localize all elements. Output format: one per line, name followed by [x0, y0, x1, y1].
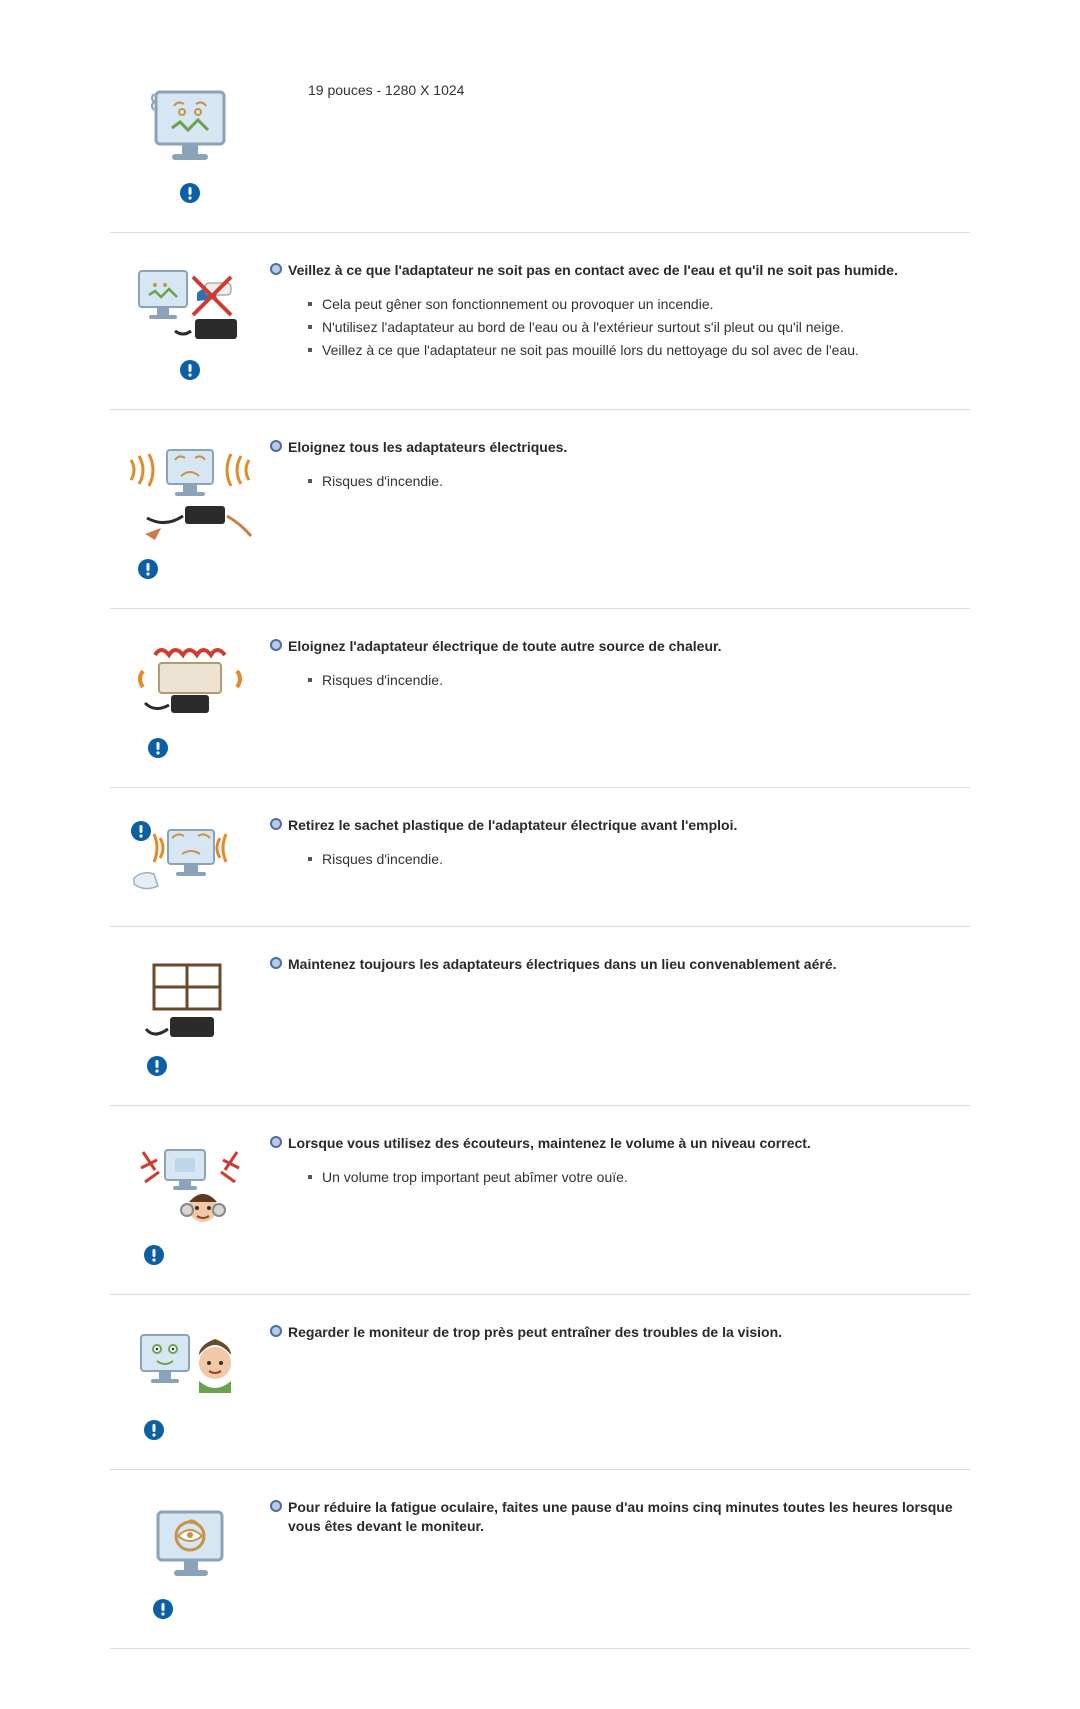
caution-badge-icon [137, 558, 159, 580]
text-col: Eloignez l'adaptateur électrique de tout… [270, 637, 970, 693]
heading-text: Eloignez tous les adaptateurs électrique… [288, 438, 970, 457]
bullet-list: Risques d'incendie. [308, 670, 970, 691]
illustration-col [110, 637, 270, 759]
heading-bullet-icon [270, 1498, 288, 1512]
heading: Retirez le sachet plastique de l'adaptat… [270, 816, 970, 835]
adapters-apart-icon [125, 442, 255, 580]
instruction-block: Regarder le moniteur de trop près peut e… [110, 1295, 970, 1470]
adapter-no-water-icon [135, 265, 245, 381]
illustration-col [110, 816, 270, 898]
safety-instructions-page: 19 pouces - 1280 X 1024 [110, 0, 970, 1709]
illustration-col [110, 438, 270, 580]
illustration-col [110, 1134, 270, 1266]
heading: Lorsque vous utilisez des écouteurs, mai… [270, 1134, 970, 1153]
text-col: Lorsque vous utilisez des écouteurs, mai… [270, 1134, 970, 1190]
illustration-col [110, 261, 270, 381]
bullet-item: Risques d'incendie. [308, 670, 970, 691]
heading-bullet-icon [270, 816, 288, 830]
headphones-volume-icon [135, 1138, 245, 1266]
heading-bullet-icon [270, 438, 288, 452]
heading: Regarder le moniteur de trop près peut e… [270, 1323, 970, 1342]
text-col: Retirez le sachet plastique de l'adaptat… [270, 816, 970, 872]
heading-bullet-icon [270, 1134, 288, 1148]
heading-bullet-icon [270, 261, 288, 275]
bullet-item: N'utilisez l'adaptateur au bord de l'eau… [308, 317, 970, 338]
bullet-item: Cela peut gêner son fonctionnement ou pr… [308, 294, 970, 315]
text-col: Maintenez toujours les adaptateurs élect… [270, 955, 970, 988]
illustration-col [110, 955, 270, 1077]
heading-text: Retirez le sachet plastique de l'adaptat… [288, 816, 970, 835]
instruction-block: Veillez à ce que l'adaptateur ne soit pa… [110, 233, 970, 410]
heading-text: Pour réduire la fatigue oculaire, faites… [288, 1498, 970, 1536]
instruction-block: Pour réduire la fatigue oculaire, faites… [110, 1470, 970, 1649]
bullet-item: Risques d'incendie. [308, 471, 970, 492]
text-col: Eloignez tous les adaptateurs électrique… [270, 438, 970, 494]
heading-bullet-icon [270, 637, 288, 651]
heading-text: Veillez à ce que l'adaptateur ne soit pa… [288, 261, 970, 280]
text-col: Veillez à ce que l'adaptateur ne soit pa… [270, 261, 970, 363]
text-col: Pour réduire la fatigue oculaire, faites… [270, 1498, 970, 1550]
caution-badge-icon [179, 359, 201, 381]
bullet-list: Cela peut gêner son fonctionnement ou pr… [308, 294, 970, 361]
illustration-col [110, 1498, 270, 1620]
heading-text: Lorsque vous utilisez des écouteurs, mai… [288, 1134, 970, 1153]
caution-badge-icon [146, 1055, 168, 1077]
eye-rest-break-icon [144, 1502, 236, 1620]
instruction-block: 19 pouces - 1280 X 1024 [110, 30, 970, 233]
instruction-block: Eloignez l'adaptateur électrique de tout… [110, 609, 970, 788]
body-text: 19 pouces - 1280 X 1024 [308, 80, 970, 101]
heading-text: Eloignez l'adaptateur électrique de tout… [288, 637, 970, 656]
adapter-heat-icon [135, 641, 245, 759]
caution-badge-icon [179, 182, 201, 204]
bullet-list: Risques d'incendie. [308, 849, 970, 870]
remove-plastic-bag-icon [130, 820, 250, 898]
instruction-block: Retirez le sachet plastique de l'adaptat… [110, 788, 970, 927]
heading: Eloignez l'adaptateur électrique de tout… [270, 637, 970, 656]
caution-badge-icon [147, 737, 169, 759]
illustration-col [110, 1323, 270, 1441]
heading: Veillez à ce que l'adaptateur ne soit pa… [270, 261, 970, 280]
illustration-col [110, 80, 270, 204]
bullet-item: Veillez à ce que l'adaptateur ne soit pa… [308, 340, 970, 361]
bullet-list: Un volume trop important peut abîmer vot… [308, 1167, 970, 1188]
heading: Eloignez tous les adaptateurs électrique… [270, 438, 970, 457]
heading: Maintenez toujours les adaptateurs élect… [270, 955, 970, 974]
instruction-block: Lorsque vous utilisez des écouteurs, mai… [110, 1106, 970, 1295]
instruction-block: Maintenez toujours les adaptateurs élect… [110, 927, 970, 1106]
adapter-ventilated-icon [140, 959, 240, 1077]
caution-badge-icon [143, 1419, 165, 1441]
monitor-resolution-icon [144, 84, 236, 204]
bullet-item: Un volume trop important peut abîmer vot… [308, 1167, 970, 1188]
instruction-block: Eloignez tous les adaptateurs électrique… [110, 410, 970, 609]
caution-badge-icon [143, 1244, 165, 1266]
text-col: Regarder le moniteur de trop près peut e… [270, 1323, 970, 1356]
heading: Pour réduire la fatigue oculaire, faites… [270, 1498, 970, 1536]
heading-text: Regarder le moniteur de trop près peut e… [288, 1323, 970, 1342]
heading-bullet-icon [270, 1323, 288, 1337]
bullet-item: Risques d'incendie. [308, 849, 970, 870]
heading-bullet-icon [270, 955, 288, 969]
caution-badge-icon [152, 1598, 174, 1620]
bullet-list: Risques d'incendie. [308, 471, 970, 492]
text-col: 19 pouces - 1280 X 1024 [270, 80, 970, 101]
caution-badge-icon [130, 820, 152, 842]
heading-text: Maintenez toujours les adaptateurs élect… [288, 955, 970, 974]
too-close-monitor-icon [135, 1327, 245, 1441]
